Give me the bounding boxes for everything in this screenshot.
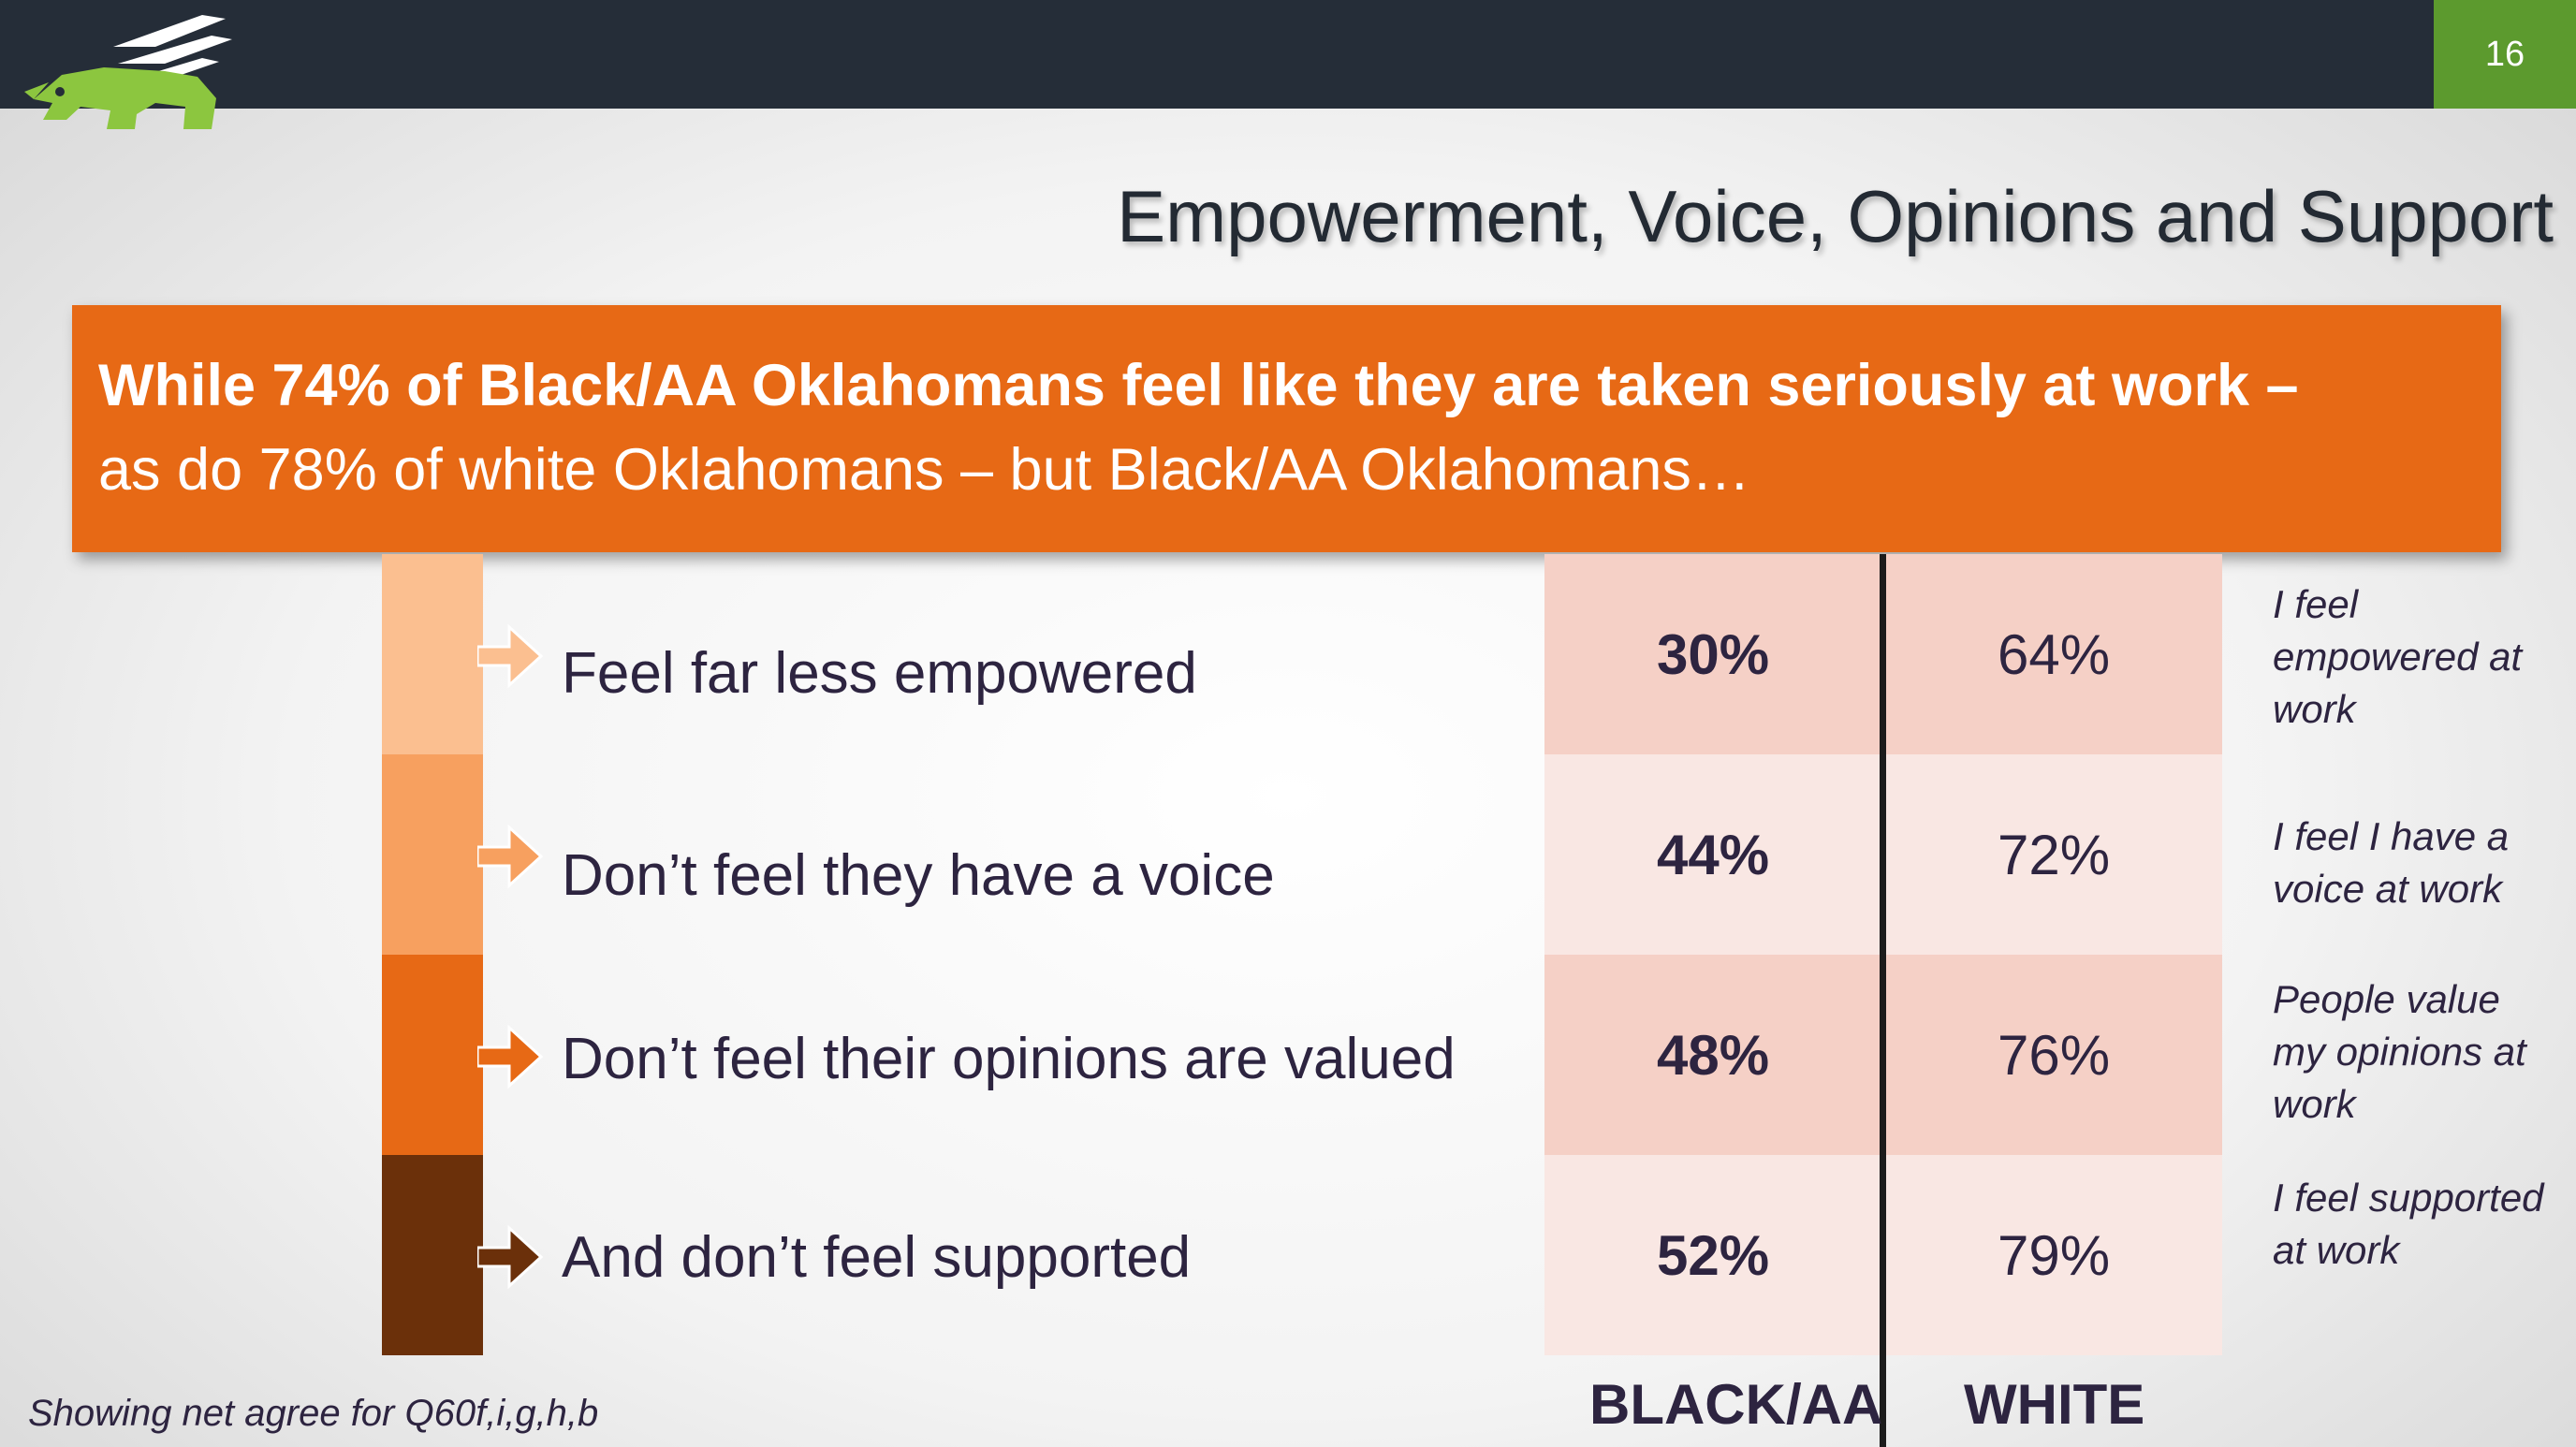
bar-segment-3 <box>382 955 483 1155</box>
white-value: 76% <box>1885 955 2222 1155</box>
slide-number: 16 <box>2434 0 2576 109</box>
row-label: Feel far less empowered <box>562 641 1197 706</box>
arrow-right-icon <box>477 1024 543 1089</box>
column-header-white: WHITE <box>1964 1373 2145 1436</box>
arrow-right-icon <box>477 824 543 889</box>
row-label: Don’t feel they have a voice <box>562 843 1275 908</box>
headline-banner: While 74% of Black/AA Oklahomans feel li… <box>72 305 2501 552</box>
page-title: Empowerment, Voice, Opinions and Support <box>1117 175 2554 257</box>
bar-segment-4 <box>382 1155 483 1355</box>
banner-headline: While 74% of Black/AA Oklahomans feel li… <box>98 353 2299 418</box>
white-value: 72% <box>1885 754 2222 955</box>
column-header-black-aa: BLACK/AA <box>1589 1373 1883 1436</box>
column-divider <box>1880 554 1886 1447</box>
white-value: 79% <box>1885 1155 2222 1355</box>
black-aa-value: 44% <box>1544 754 1881 955</box>
arrow-right-icon <box>477 1224 543 1290</box>
black-aa-value: 30% <box>1544 554 1881 754</box>
statement-note: People value my opinions at work <box>2273 977 2526 1126</box>
white-value: 64% <box>1885 554 2222 754</box>
bar-segment-2 <box>382 754 483 955</box>
statement-note: I feel supported at work <box>2273 1176 2544 1272</box>
row-label: Don’t feel their opinions are valued <box>562 1027 1456 1091</box>
banner-subline: as do 78% of white Oklahomans – but Blac… <box>98 437 1750 503</box>
top-bar <box>0 0 2576 109</box>
statement-note: I feel empowered at work <box>2273 582 2523 731</box>
griffin-logo <box>24 15 232 129</box>
black-aa-value: 48% <box>1544 955 1881 1155</box>
footnote: Showing net agree for Q60f,i,g,h,b <box>28 1393 599 1434</box>
bar-segment-1 <box>382 554 483 754</box>
arrow-right-icon <box>477 623 543 689</box>
statement-note: I feel I have a voice at work <box>2273 814 2510 911</box>
black-aa-value: 52% <box>1544 1155 1881 1355</box>
row-label: And don’t feel supported <box>562 1225 1192 1290</box>
